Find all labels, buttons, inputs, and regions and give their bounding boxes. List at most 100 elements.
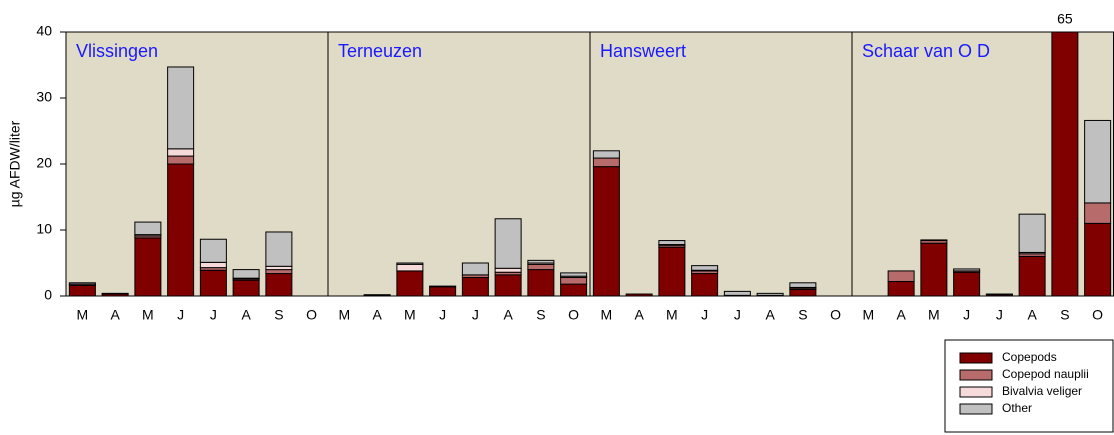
bar-segment xyxy=(789,282,817,288)
bar-segment xyxy=(167,163,195,296)
legend-swatch xyxy=(959,369,993,381)
bar-segment xyxy=(1084,222,1112,296)
bar-segment xyxy=(68,284,96,296)
bar-segment xyxy=(1051,32,1079,296)
bar-segment xyxy=(953,271,981,296)
bar-segment xyxy=(560,272,588,277)
bar-segment xyxy=(429,286,457,296)
x-tick-label: O xyxy=(1092,307,1103,323)
x-tick-label: A xyxy=(110,307,120,323)
bar-segment xyxy=(592,150,620,159)
bar-segment xyxy=(232,269,260,279)
x-tick-label: A xyxy=(503,307,513,323)
legend-label: Other xyxy=(1002,401,1032,415)
bar-segment xyxy=(887,280,915,296)
legend-swatch xyxy=(959,352,993,364)
bar-segment xyxy=(789,288,817,296)
bar-segment xyxy=(560,283,588,296)
bar-segment xyxy=(167,148,195,157)
y-tick-label: 30 xyxy=(36,89,52,105)
bar-segment xyxy=(134,237,162,296)
panel-title: Schaar van O D xyxy=(862,41,990,61)
x-tick-label: S xyxy=(536,307,545,323)
x-tick-label: M xyxy=(142,307,154,323)
bar-segment xyxy=(527,269,555,296)
bar-segment xyxy=(265,269,293,275)
bar-segment xyxy=(527,259,555,264)
bar-segment xyxy=(199,238,227,263)
x-tick-label: O xyxy=(306,307,317,323)
bar-segment xyxy=(658,240,686,246)
y-tick-label: 10 xyxy=(36,221,52,237)
bar-segment xyxy=(167,66,195,150)
panel-title: Hansweert xyxy=(600,41,686,61)
bar-segment xyxy=(68,282,96,285)
bar-segment xyxy=(691,265,719,271)
legend-label: Bivalvia veliger xyxy=(1002,384,1082,398)
bar-segment xyxy=(494,218,522,269)
bar-segment xyxy=(461,277,489,296)
bar-segment xyxy=(592,166,620,296)
bar-segment xyxy=(887,270,915,282)
y-tick-label: 40 xyxy=(36,23,52,39)
bar-segment xyxy=(953,268,981,272)
x-tick-label: M xyxy=(339,307,351,323)
x-tick-label: O xyxy=(568,307,579,323)
panel-background xyxy=(328,32,590,296)
panel-background xyxy=(590,32,852,296)
bar-segment xyxy=(396,263,424,272)
bar-segment xyxy=(527,263,555,271)
x-tick-label: M xyxy=(601,307,613,323)
bar-segment xyxy=(1018,213,1046,253)
x-tick-label: M xyxy=(77,307,89,323)
x-tick-label: M xyxy=(666,307,678,323)
x-tick-label: A xyxy=(1027,307,1037,323)
bar-segment xyxy=(461,262,489,276)
x-tick-label: A xyxy=(896,307,906,323)
x-tick-label: M xyxy=(928,307,940,323)
x-tick-label: M xyxy=(863,307,875,323)
bar-segment xyxy=(396,270,424,296)
legend-swatch xyxy=(959,386,993,398)
panel-title: Vlissingen xyxy=(76,41,158,61)
x-tick-label: A xyxy=(241,307,251,323)
bar-segment xyxy=(560,277,588,285)
bar-segment xyxy=(920,239,948,242)
bar-segment xyxy=(363,294,391,296)
bar-segment xyxy=(723,290,751,296)
y-tick-label: 20 xyxy=(36,155,52,171)
x-tick-label: M xyxy=(404,307,416,323)
x-tick-label: J xyxy=(439,307,446,323)
bar-segment xyxy=(1084,119,1112,204)
bar-segment xyxy=(134,221,162,236)
y-tick-label: 0 xyxy=(44,287,52,303)
x-tick-label: J xyxy=(734,307,741,323)
value-label: 65 xyxy=(1057,11,1073,27)
bar-segment xyxy=(167,155,195,165)
bar-segment xyxy=(1084,202,1112,224)
x-tick-label: J xyxy=(472,307,479,323)
x-tick-label: S xyxy=(274,307,283,323)
x-tick-label: J xyxy=(210,307,217,323)
legend-label: Copepod nauplii xyxy=(1002,367,1089,381)
legend-label: Copepods xyxy=(1002,350,1057,364)
bar-segment xyxy=(396,262,424,265)
bar-segment xyxy=(920,242,948,296)
bar-segment xyxy=(1018,255,1046,296)
bar-segment xyxy=(494,274,522,296)
x-tick-label: S xyxy=(1060,307,1069,323)
bar-segment xyxy=(691,273,719,296)
bar-segment xyxy=(199,261,227,269)
panel-title: Terneuzen xyxy=(338,41,422,61)
x-tick-label: S xyxy=(798,307,807,323)
bar-segment xyxy=(265,231,293,267)
bar-segment xyxy=(494,267,522,273)
bar-segment xyxy=(101,292,129,295)
x-tick-label: J xyxy=(996,307,1003,323)
x-tick-label: J xyxy=(701,307,708,323)
x-tick-label: J xyxy=(177,307,184,323)
bar-segment xyxy=(429,285,457,288)
y-axis-label: µg AFDW/liter xyxy=(7,120,23,207)
legend-swatch xyxy=(959,403,993,415)
